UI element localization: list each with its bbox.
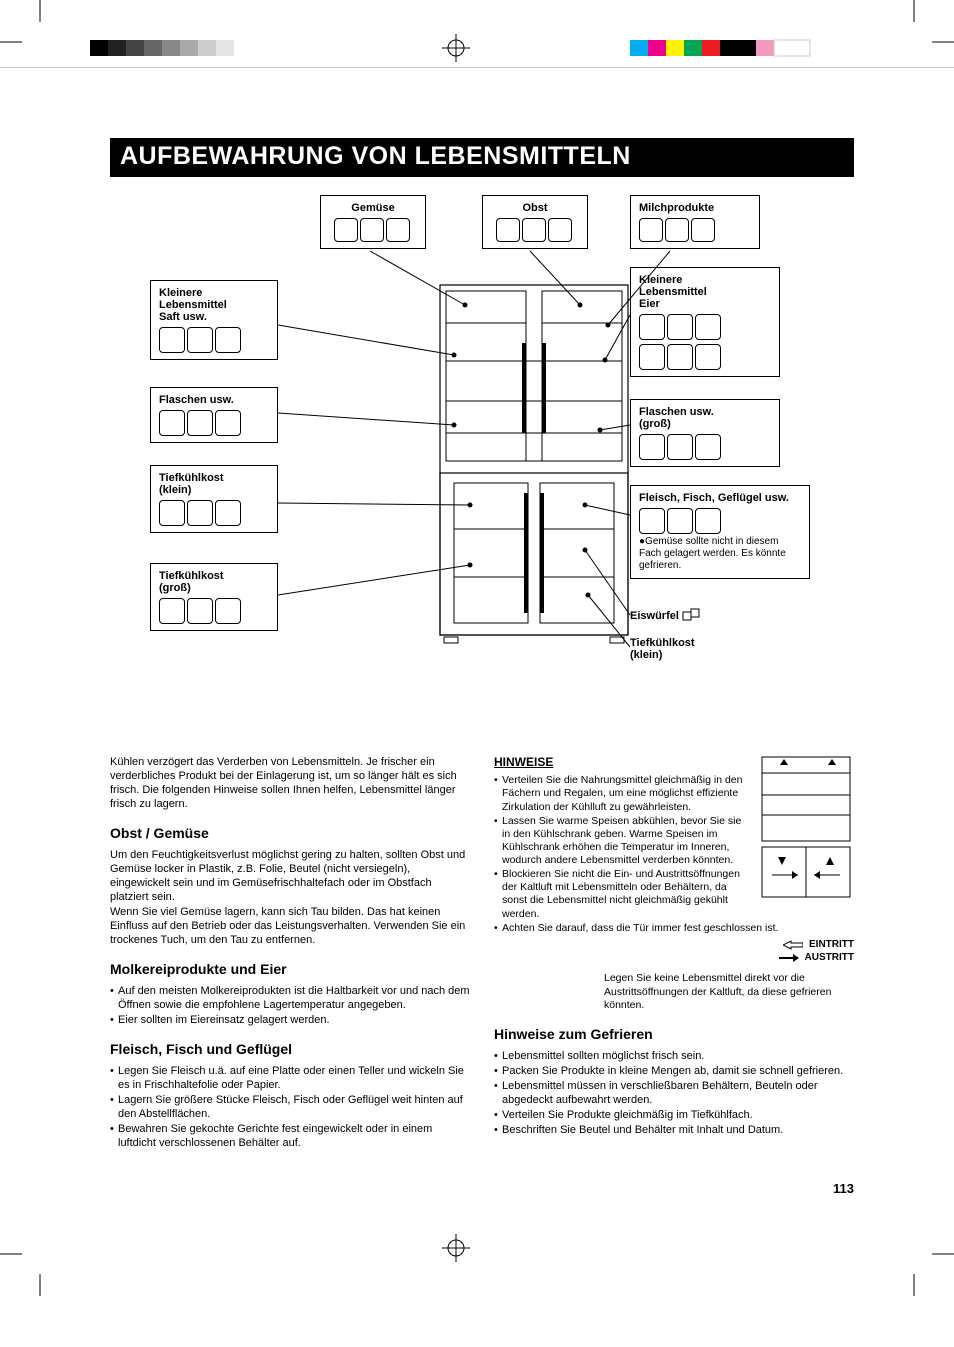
label-tk-klein: Tiefkühlkost (klein) — [150, 465, 278, 533]
page-number: 113 — [110, 1181, 854, 1196]
left-column: Kühlen verzögert das Verderben von Leben… — [110, 755, 470, 1151]
label-tk-klein2: Tiefkühlkost (klein) — [630, 637, 780, 661]
label-milch: Milchprodukte — [630, 195, 760, 249]
right-column: HINWEISE Verteilen Sie die Nahrungsmitte… — [494, 755, 854, 1151]
label-fleisch: Fleisch, Fisch, Geflügel usw. ●Gemüse so… — [630, 485, 810, 579]
label-flaschen: Flaschen usw. — [150, 387, 278, 443]
label-flaschen-gross: Flaschen usw. (groß) — [630, 399, 780, 467]
heading-gefrieren: Hinweise zum Gefrieren — [494, 1026, 854, 1044]
label-gemuese: Gemüse — [320, 195, 426, 249]
storage-diagram: Gemüse Obst Milchprodukte Kleinere Leben… — [110, 195, 854, 735]
heading-molkerei: Molkereiprodukte und Eier — [110, 961, 470, 979]
label-kleinere-eier: Kleinere Lebensmittel Eier — [630, 267, 780, 377]
crop-marks-bottom — [0, 1226, 954, 1296]
label-obst: Obst — [482, 195, 588, 249]
airflow-legend: EINTRITT AUSTRITT — [494, 939, 854, 965]
label-tk-gross: Tiefkühlkost (groß) — [150, 563, 278, 631]
label-eiswuerfel: Eiswürfel — [630, 607, 810, 625]
label-kleinere-saft: Kleinere Lebensmittel Saft usw. — [150, 280, 278, 360]
heading-fleisch: Fleisch, Fisch und Geflügel — [110, 1041, 470, 1059]
heading-obst-gemuese: Obst / Gemüse — [110, 825, 470, 843]
page-title: AUFBEWAHRUNG VON LEBENSMITTELN — [110, 138, 854, 177]
crop-marks-top — [0, 0, 954, 68]
